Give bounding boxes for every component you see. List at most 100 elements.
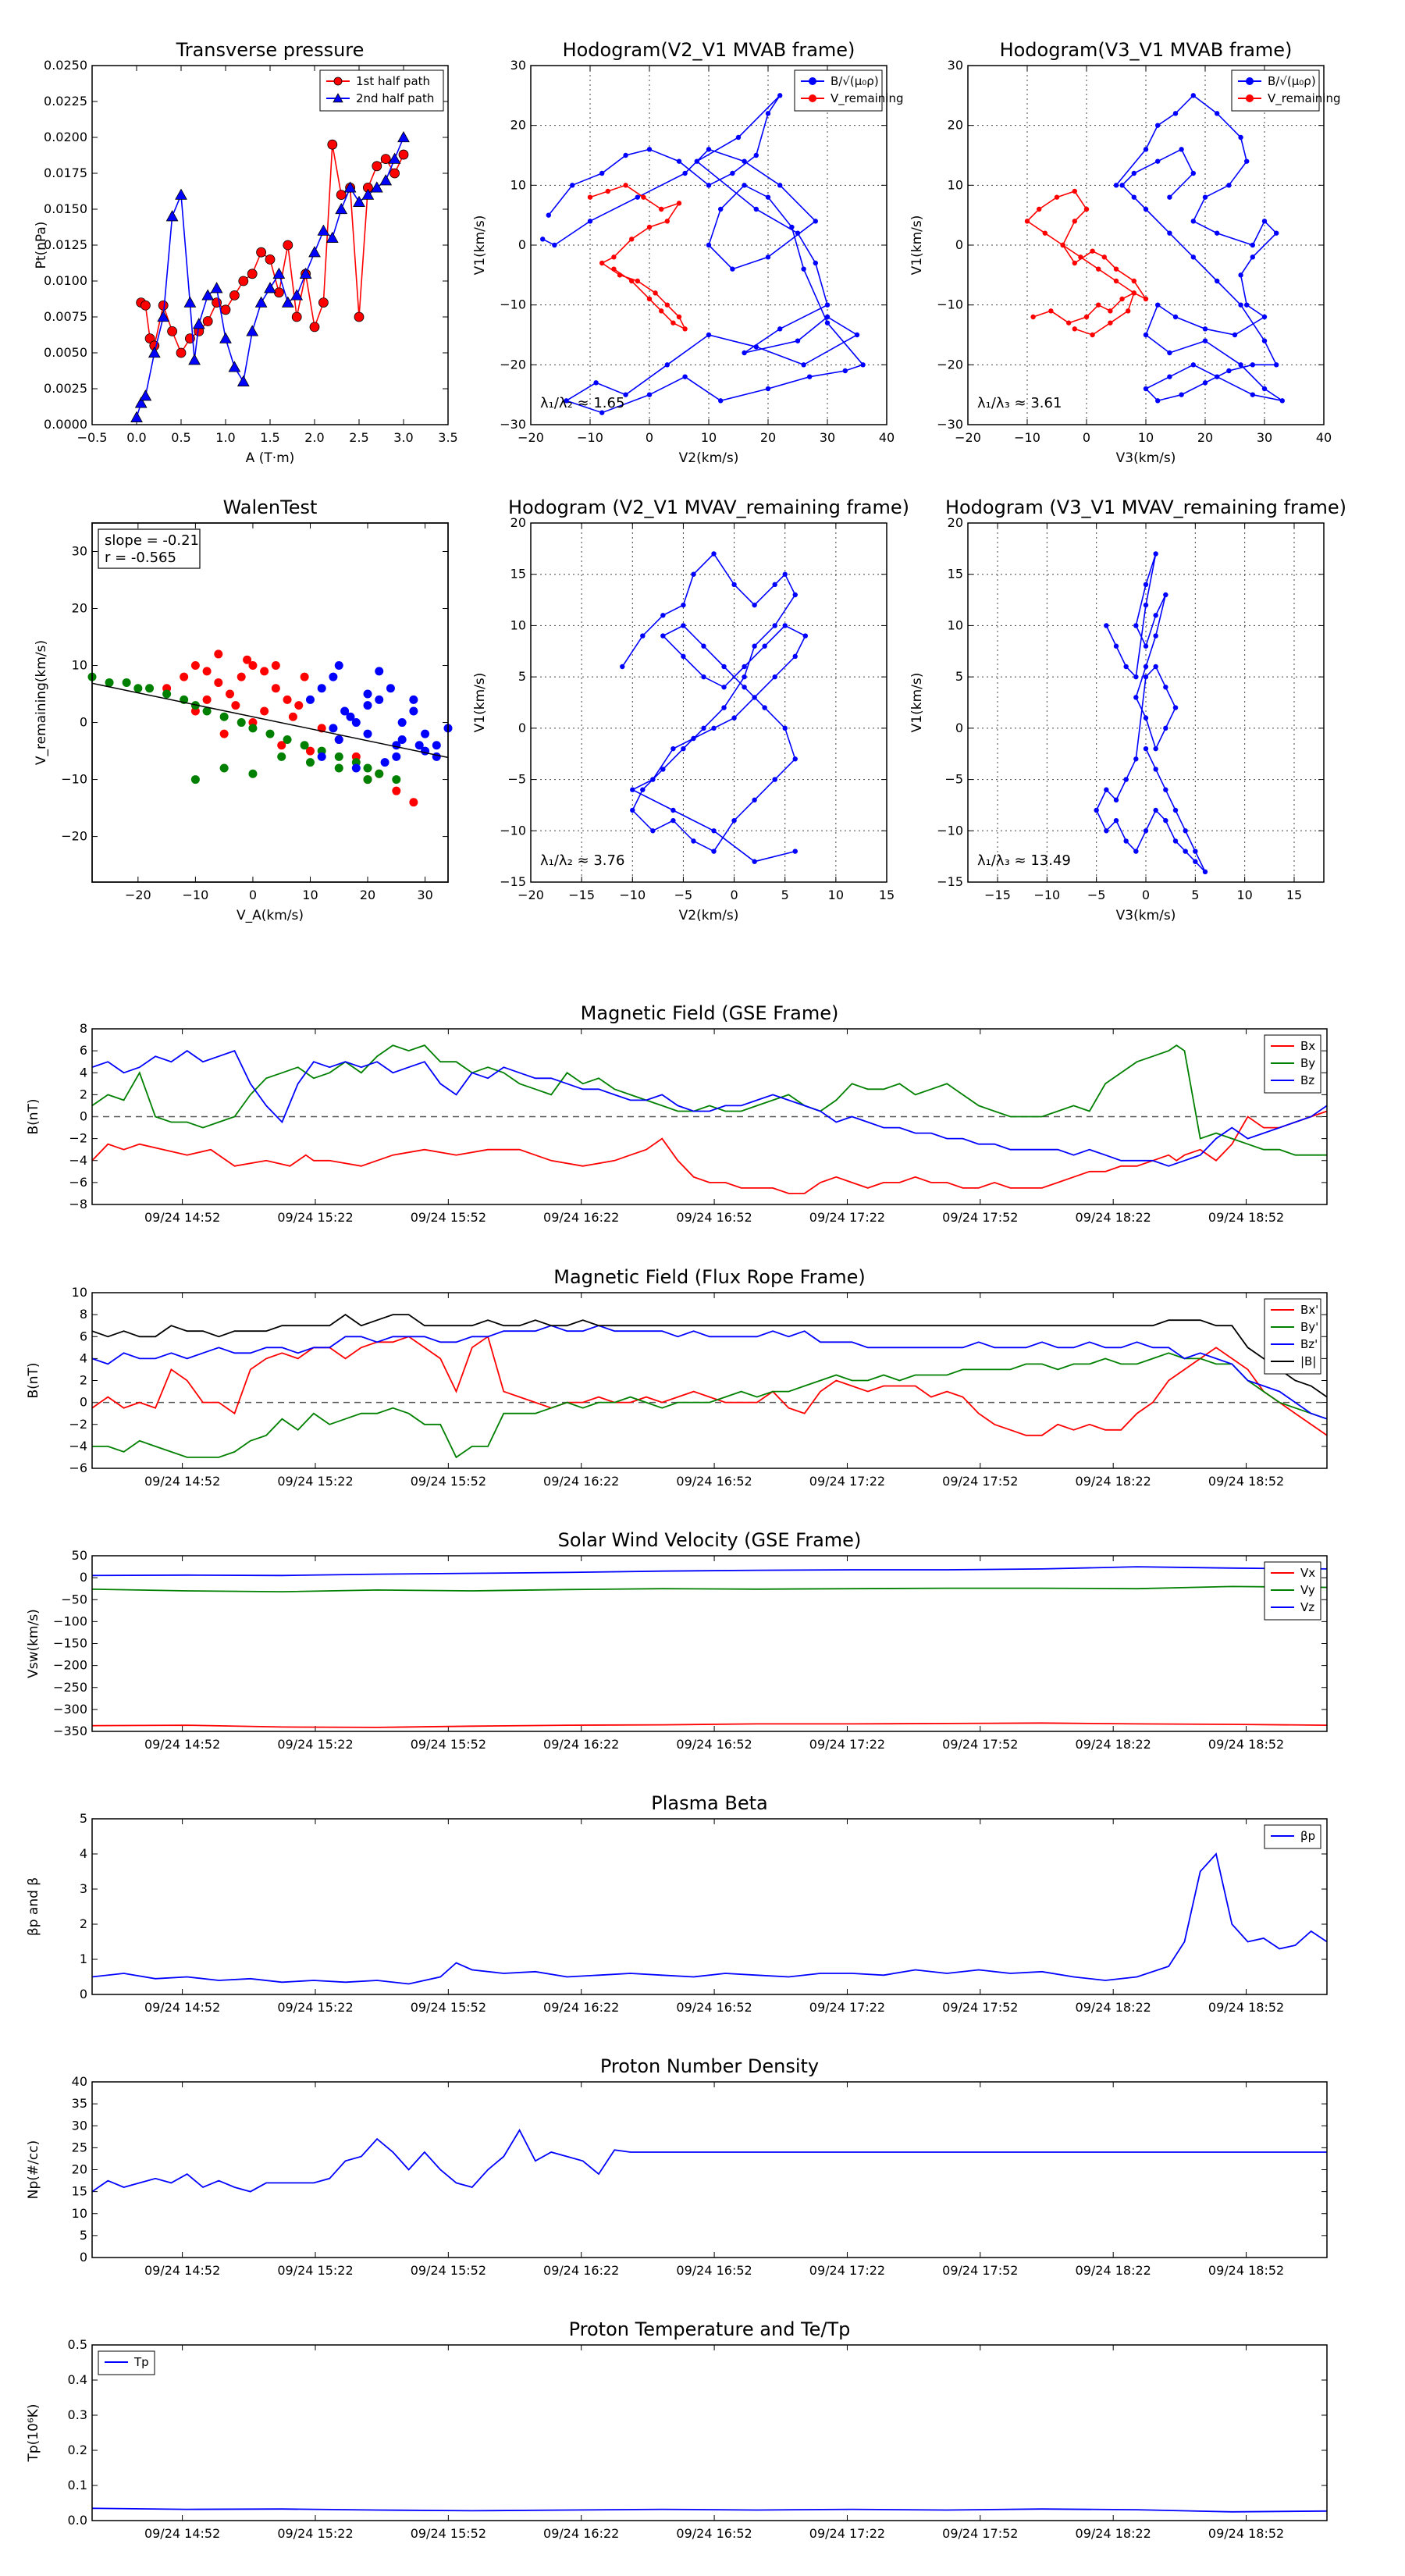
data-point xyxy=(629,237,635,242)
x-tick-label: 09/24 18:22 xyxy=(1076,2526,1151,2541)
data-point xyxy=(1226,368,1232,374)
x-tick-label: −20 xyxy=(518,430,544,445)
data-point xyxy=(1167,350,1172,356)
data-point xyxy=(214,649,223,659)
data-point xyxy=(762,643,767,649)
x-tick-label: 0 xyxy=(646,430,653,445)
data-point xyxy=(291,311,302,322)
data-point xyxy=(271,684,280,693)
legend-label: Tp xyxy=(133,2355,149,2369)
legend-label: V_remaining xyxy=(831,91,904,106)
y-tick-label: −4 xyxy=(69,1439,87,1453)
data-point xyxy=(1113,817,1119,824)
data-point xyxy=(277,741,286,750)
y-tick-label: 6 xyxy=(80,1043,87,1058)
data-point xyxy=(1153,807,1158,813)
data-point xyxy=(681,653,686,660)
x-tick-label: 09/24 16:22 xyxy=(543,1474,619,1489)
data-point xyxy=(283,735,292,744)
y-tick-label: 20 xyxy=(72,2162,87,2177)
data-point xyxy=(333,93,343,103)
x-tick-label: 09/24 18:22 xyxy=(1076,1474,1151,1489)
data-point xyxy=(346,712,355,721)
data-point xyxy=(664,362,670,368)
data-point xyxy=(824,320,831,326)
legend xyxy=(794,69,883,112)
legend-label: Vy xyxy=(1300,1583,1315,1597)
data-point xyxy=(351,763,361,773)
data-point xyxy=(676,158,682,164)
data-point xyxy=(646,224,653,230)
data-point xyxy=(731,582,737,588)
plot-frame xyxy=(91,1818,1328,1995)
data-point xyxy=(1202,338,1208,343)
data-point xyxy=(409,798,418,807)
data-point xyxy=(432,741,441,750)
data-point xyxy=(731,715,737,720)
chart-title: Hodogram(V3_V1 MVAB frame) xyxy=(1000,39,1293,61)
series-line xyxy=(91,1852,1328,1985)
data-point xyxy=(629,278,635,284)
data-point xyxy=(336,190,347,201)
data-point xyxy=(363,763,372,773)
data-point xyxy=(219,332,232,343)
data-point xyxy=(363,775,372,785)
data-point xyxy=(782,725,788,731)
y-axis-label: Np(#/cc) xyxy=(26,2140,41,2199)
legend-label: B/√(μ₀ρ) xyxy=(1268,74,1316,88)
data-point xyxy=(294,701,304,710)
data-point xyxy=(670,745,676,752)
data-point xyxy=(742,674,747,680)
data-point xyxy=(701,643,706,649)
data-point xyxy=(1113,183,1119,188)
y-axis-label: Vsw(km/s) xyxy=(26,1609,41,1678)
x-tick-label: 09/24 15:22 xyxy=(277,1210,353,1225)
y-tick-label: 8 xyxy=(80,1307,87,1322)
data-point xyxy=(772,674,777,680)
data-point xyxy=(730,266,735,272)
data-point xyxy=(1238,302,1243,308)
series-line xyxy=(92,1352,1328,1459)
data-point xyxy=(202,667,212,676)
series-line xyxy=(91,1314,1328,1398)
data-point xyxy=(288,712,297,721)
chart-transverse_pressure: Transverse pressure −0.5 0.0 0.5 1.0 1.5 2.0 2.… xyxy=(34,39,458,466)
data-point xyxy=(379,174,393,186)
data-point xyxy=(1113,278,1119,284)
data-point xyxy=(334,661,343,671)
x-tick-label: 09/24 14:52 xyxy=(144,2526,220,2541)
data-point xyxy=(305,746,315,756)
data-point xyxy=(283,695,292,704)
chart-title: Solar Wind Velocity (GSE Frame) xyxy=(558,1529,862,1551)
data-point xyxy=(789,224,795,230)
data-point xyxy=(1054,194,1060,200)
plot-frame xyxy=(91,522,449,883)
data-point xyxy=(753,344,759,350)
legend xyxy=(319,69,444,112)
data-point xyxy=(711,828,717,834)
legend-label: βp xyxy=(1300,1829,1315,1843)
data-point xyxy=(1143,674,1149,680)
data-point xyxy=(1119,296,1125,302)
data-point xyxy=(140,300,151,311)
fit-stats-box xyxy=(98,528,201,569)
y-tick-label: −150 xyxy=(53,1636,87,1651)
x-tick-label: 09/24 15:52 xyxy=(411,1474,486,1489)
data-point xyxy=(281,296,294,308)
data-point xyxy=(1163,592,1168,598)
plot-frame xyxy=(91,1292,1328,1469)
y-tick-label: −5 xyxy=(507,772,526,787)
data-point xyxy=(630,807,635,813)
y-tick-label: 5 xyxy=(518,669,526,684)
series-line xyxy=(91,1325,1328,1420)
data-point xyxy=(809,77,816,85)
x-tick-label: −10 xyxy=(1033,888,1060,902)
data-point xyxy=(1133,695,1139,700)
data-point xyxy=(1126,308,1131,314)
x-tick-label: 20 xyxy=(760,430,776,445)
x-tick-label: −10 xyxy=(577,430,603,445)
y-tick-label: 0.0175 xyxy=(44,165,87,180)
data-point xyxy=(765,194,771,200)
data-point xyxy=(1153,551,1158,557)
